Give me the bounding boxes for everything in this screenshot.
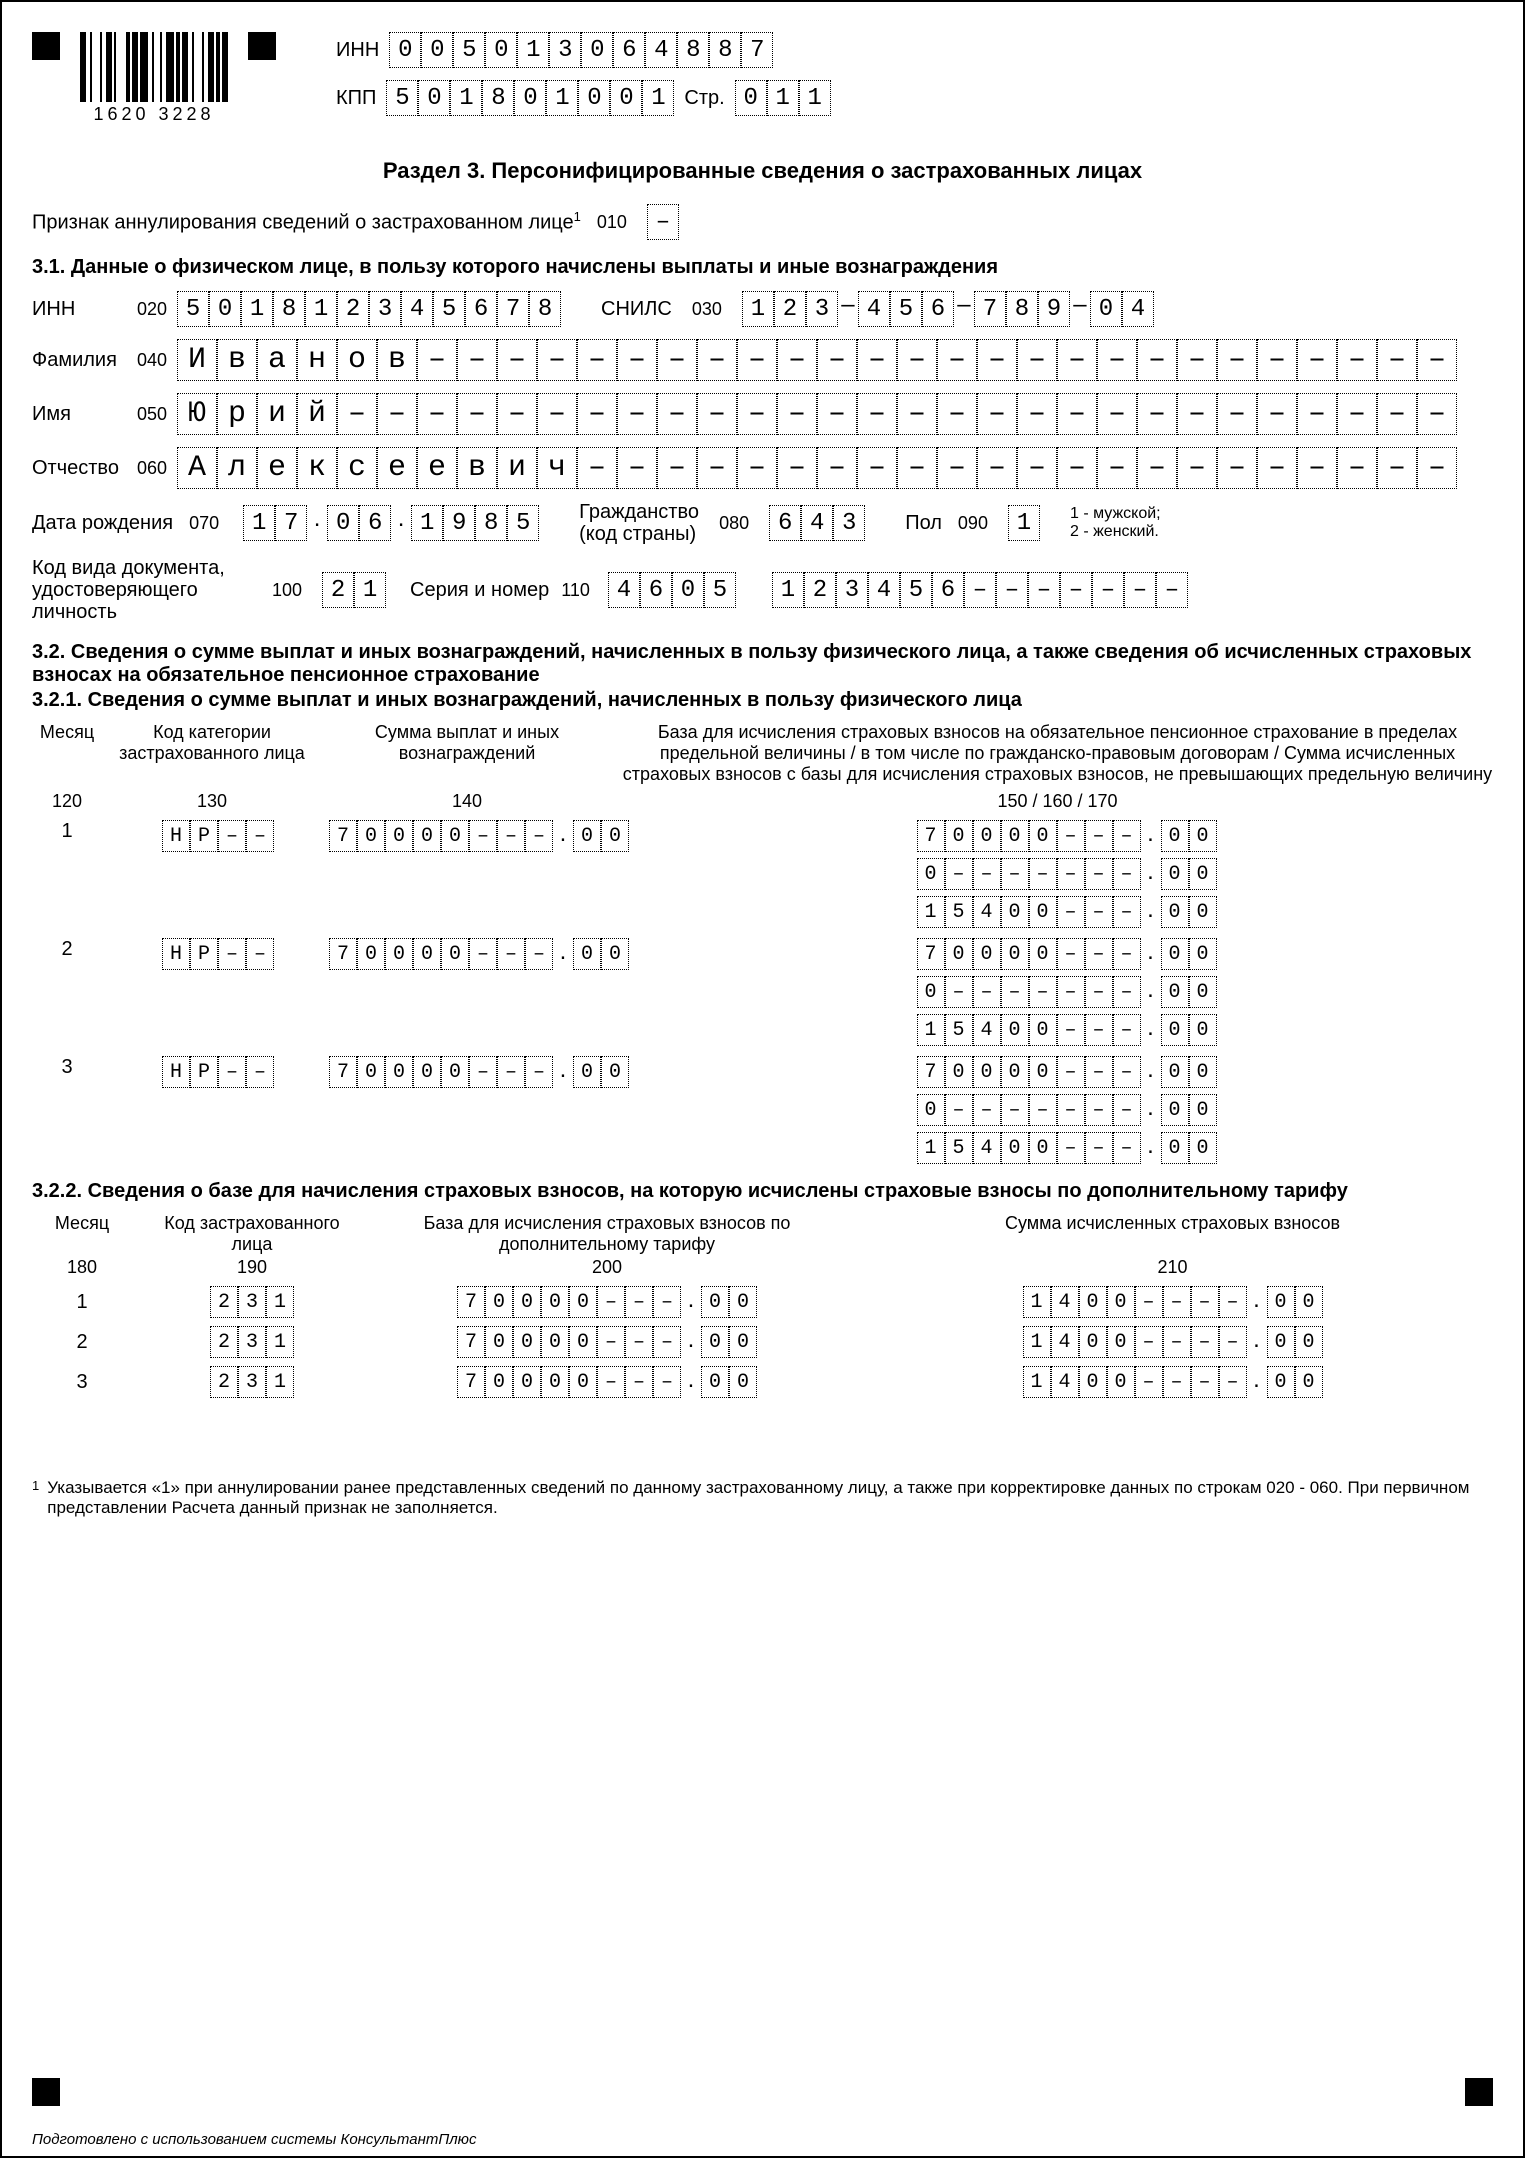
surname-label: Фамилия	[32, 349, 127, 372]
serial-label: Серия и номер	[410, 579, 549, 602]
surname-code: 040	[137, 350, 167, 371]
hdr322-c2: Код застрахованного лица	[142, 1213, 362, 1255]
kpp-label: КПП	[336, 87, 376, 110]
patronymic-cells: Алексеевич––––––––––––––––––––––	[177, 447, 1457, 489]
inn-label: ИНН	[336, 39, 379, 62]
snils-label: СНИЛС	[601, 298, 672, 321]
doc-code: 100	[272, 580, 302, 601]
surname-cells: Иванов––––––––––––––––––––––––––	[177, 339, 1457, 381]
dob-cells: 17.06.1985	[243, 505, 539, 541]
person-inn-label: ИНН	[32, 298, 127, 321]
doc-cells: 21	[322, 572, 386, 608]
person-inn-code: 020	[137, 299, 167, 320]
serial-b-cells: 123456–––––––	[772, 572, 1188, 608]
name-label: Имя	[32, 403, 127, 426]
sex-label: Пол	[905, 512, 942, 535]
hdr322-c4: Сумма исчисленных страховых взносов	[852, 1213, 1493, 1255]
marker-bottom-right	[1465, 2078, 1493, 2106]
header: 1620 3228 ИНН 005013064887 КПП 501801001…	[32, 32, 1493, 128]
row-322: 123170000–––.001400––––.00	[32, 1286, 1493, 1318]
credit-line: Подготовлено с использованием системы Ко…	[32, 2131, 476, 2148]
serial-code: 110	[561, 580, 590, 601]
hdr322-c3: База для исчисления страховых взносов по…	[372, 1213, 842, 1255]
hdr322-c1: Месяц	[32, 1213, 132, 1255]
barcode-block: 1620 3228	[80, 32, 228, 125]
person-inn-cells: 501812345678	[177, 291, 561, 327]
row-321: 3НР––70000–––.0070000–––.000–––––––.0015…	[32, 1056, 1493, 1164]
section-title: Раздел 3. Персонифицированные сведения о…	[32, 158, 1493, 184]
row-322: 323170000–––.001400––––.00	[32, 1366, 1493, 1398]
hdr-n1: 120	[32, 791, 102, 812]
cancel-label: Признак аннулирования сведений о застрах…	[32, 209, 581, 235]
barcode-number: 1620 3228	[93, 104, 214, 125]
rows-322: 123170000–––.001400––––.00 223170000–––.0…	[32, 1286, 1493, 1398]
row-321: 2НР––70000–––.0070000–––.000–––––––.0015…	[32, 938, 1493, 1046]
citizenship-label: Гражданство (код страны)	[579, 501, 709, 545]
cancel-cell: –	[647, 204, 679, 240]
cancel-code: 010	[597, 212, 627, 233]
row-321: 1НР––70000–––.0070000–––.000–––––––.0015…	[32, 820, 1493, 928]
name-cells: Юрий––––––––––––––––––––––––––––	[177, 393, 1457, 435]
row-322: 223170000–––.001400––––.00	[32, 1326, 1493, 1358]
barcode-icon	[80, 32, 228, 102]
marker-bottom-left	[32, 2078, 60, 2106]
hdr-n3: 140	[322, 791, 612, 812]
sex-cells: 1	[1008, 505, 1040, 541]
doc-label: Код вида документа, удостоверяющего личн…	[32, 557, 262, 623]
hdr-month: Месяц	[32, 722, 102, 785]
hdr-cat: Код категории застрахованного лица	[112, 722, 312, 785]
hdr322-n3: 200	[372, 1257, 842, 1278]
s32-title: 3.2. Сведения о сумме выплат и иных возн…	[32, 641, 1493, 687]
hdr322-n2: 190	[142, 1257, 362, 1278]
name-code: 050	[137, 404, 167, 425]
citizenship-cells: 643	[769, 505, 865, 541]
sex-note: 1 - мужской; 2 - женский.	[1070, 505, 1161, 541]
hdr322-n1: 180	[32, 1257, 132, 1278]
snils-code: 030	[692, 299, 722, 320]
inn-cells: 005013064887	[389, 32, 773, 68]
hdr-base: База для исчисления страховых взносов на…	[622, 722, 1493, 785]
patronymic-code: 060	[137, 458, 167, 479]
dob-label: Дата рождения	[32, 512, 173, 535]
s321-title: 3.2.1. Сведения о сумме выплат и иных во…	[32, 689, 1493, 712]
marker-top-left	[32, 32, 60, 60]
page-cells: 011	[735, 80, 831, 116]
bottom-markers	[32, 2078, 1493, 2106]
rows-321: 1НР––70000–––.0070000–––.000–––––––.0015…	[32, 820, 1493, 1164]
hdr322-n4: 210	[852, 1257, 1493, 1278]
hdr-n2: 130	[112, 791, 312, 812]
serial-a-cells: 4605	[608, 572, 736, 608]
marker-top-right	[248, 32, 276, 60]
dob-code: 070	[189, 513, 219, 534]
form-page: 1620 3228 ИНН 005013064887 КПП 501801001…	[0, 0, 1525, 2158]
sex-code: 090	[958, 513, 988, 534]
citizenship-code: 080	[719, 513, 749, 534]
hdr-n4: 150 / 160 / 170	[622, 791, 1493, 812]
s322-title: 3.2.2. Сведения о базе для начисления ст…	[32, 1180, 1493, 1203]
patronymic-label: Отчество	[32, 457, 127, 480]
page-label: Стр.	[684, 87, 724, 110]
snils-cells: 123–456–789–04	[742, 291, 1154, 327]
footnote: 1 Указывается «1» при аннулировании ране…	[32, 1478, 1493, 1518]
s31-title: 3.1. Данные о физическом лице, в пользу …	[32, 256, 1493, 279]
hdr-sum: Сумма выплат и иных вознаграждений	[322, 722, 612, 785]
kpp-cells: 501801001	[386, 80, 674, 116]
